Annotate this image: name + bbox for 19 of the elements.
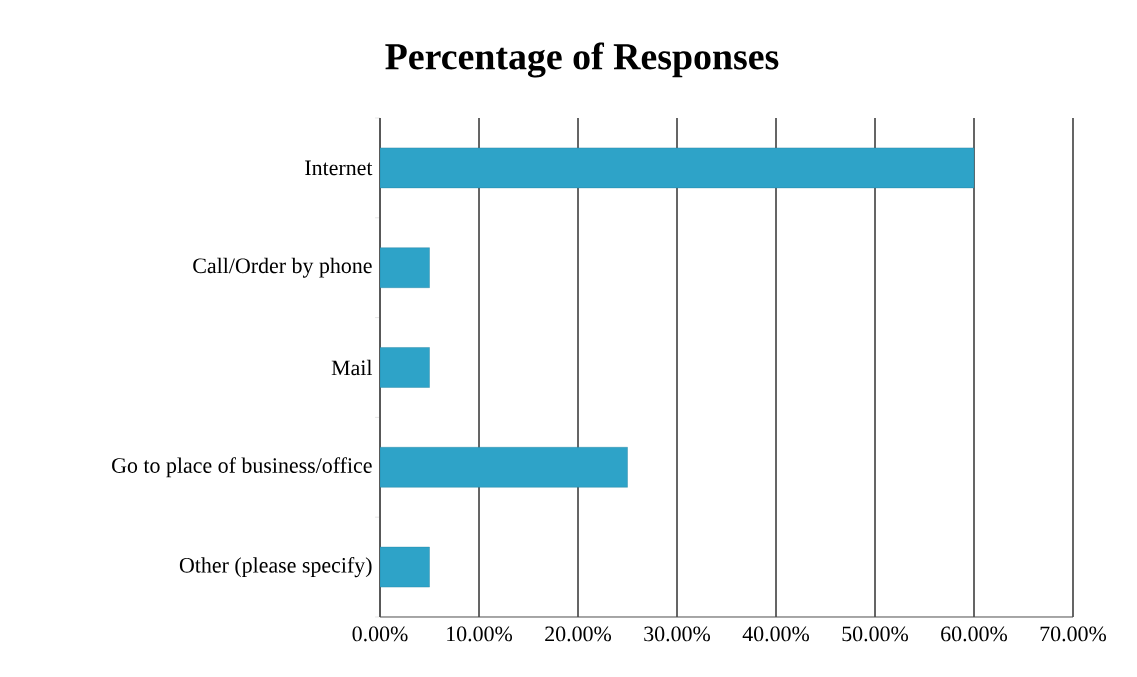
- x-tick-label: 10.00%: [447, 626, 513, 642]
- bar: [380, 447, 628, 488]
- x-tick-label: 20.00%: [545, 626, 612, 642]
- bar: [380, 347, 430, 388]
- y-tick-label: Go to place of business/office: [112, 457, 372, 478]
- x-tick-label: 30.00%: [644, 626, 711, 642]
- bar: [380, 147, 975, 189]
- y-tick-label: Mail: [331, 359, 373, 376]
- y-tick-label: Call/Order by phone: [193, 257, 372, 278]
- x-tick-label: 60.00%: [941, 626, 1008, 642]
- x-tick-label: 50.00%: [842, 626, 909, 642]
- x-tick-label: 40.00%: [742, 626, 810, 642]
- chart-title: Percentage of Responses: [385, 42, 779, 78]
- bar: [380, 546, 430, 588]
- y-tick-label: Internet: [305, 160, 373, 176]
- y-tick-label: Other (please specify): [179, 557, 372, 578]
- bar: [380, 247, 430, 288]
- x-tick-label: 70.00%: [1040, 626, 1107, 642]
- x-tick-label: 0.00%: [352, 626, 408, 642]
